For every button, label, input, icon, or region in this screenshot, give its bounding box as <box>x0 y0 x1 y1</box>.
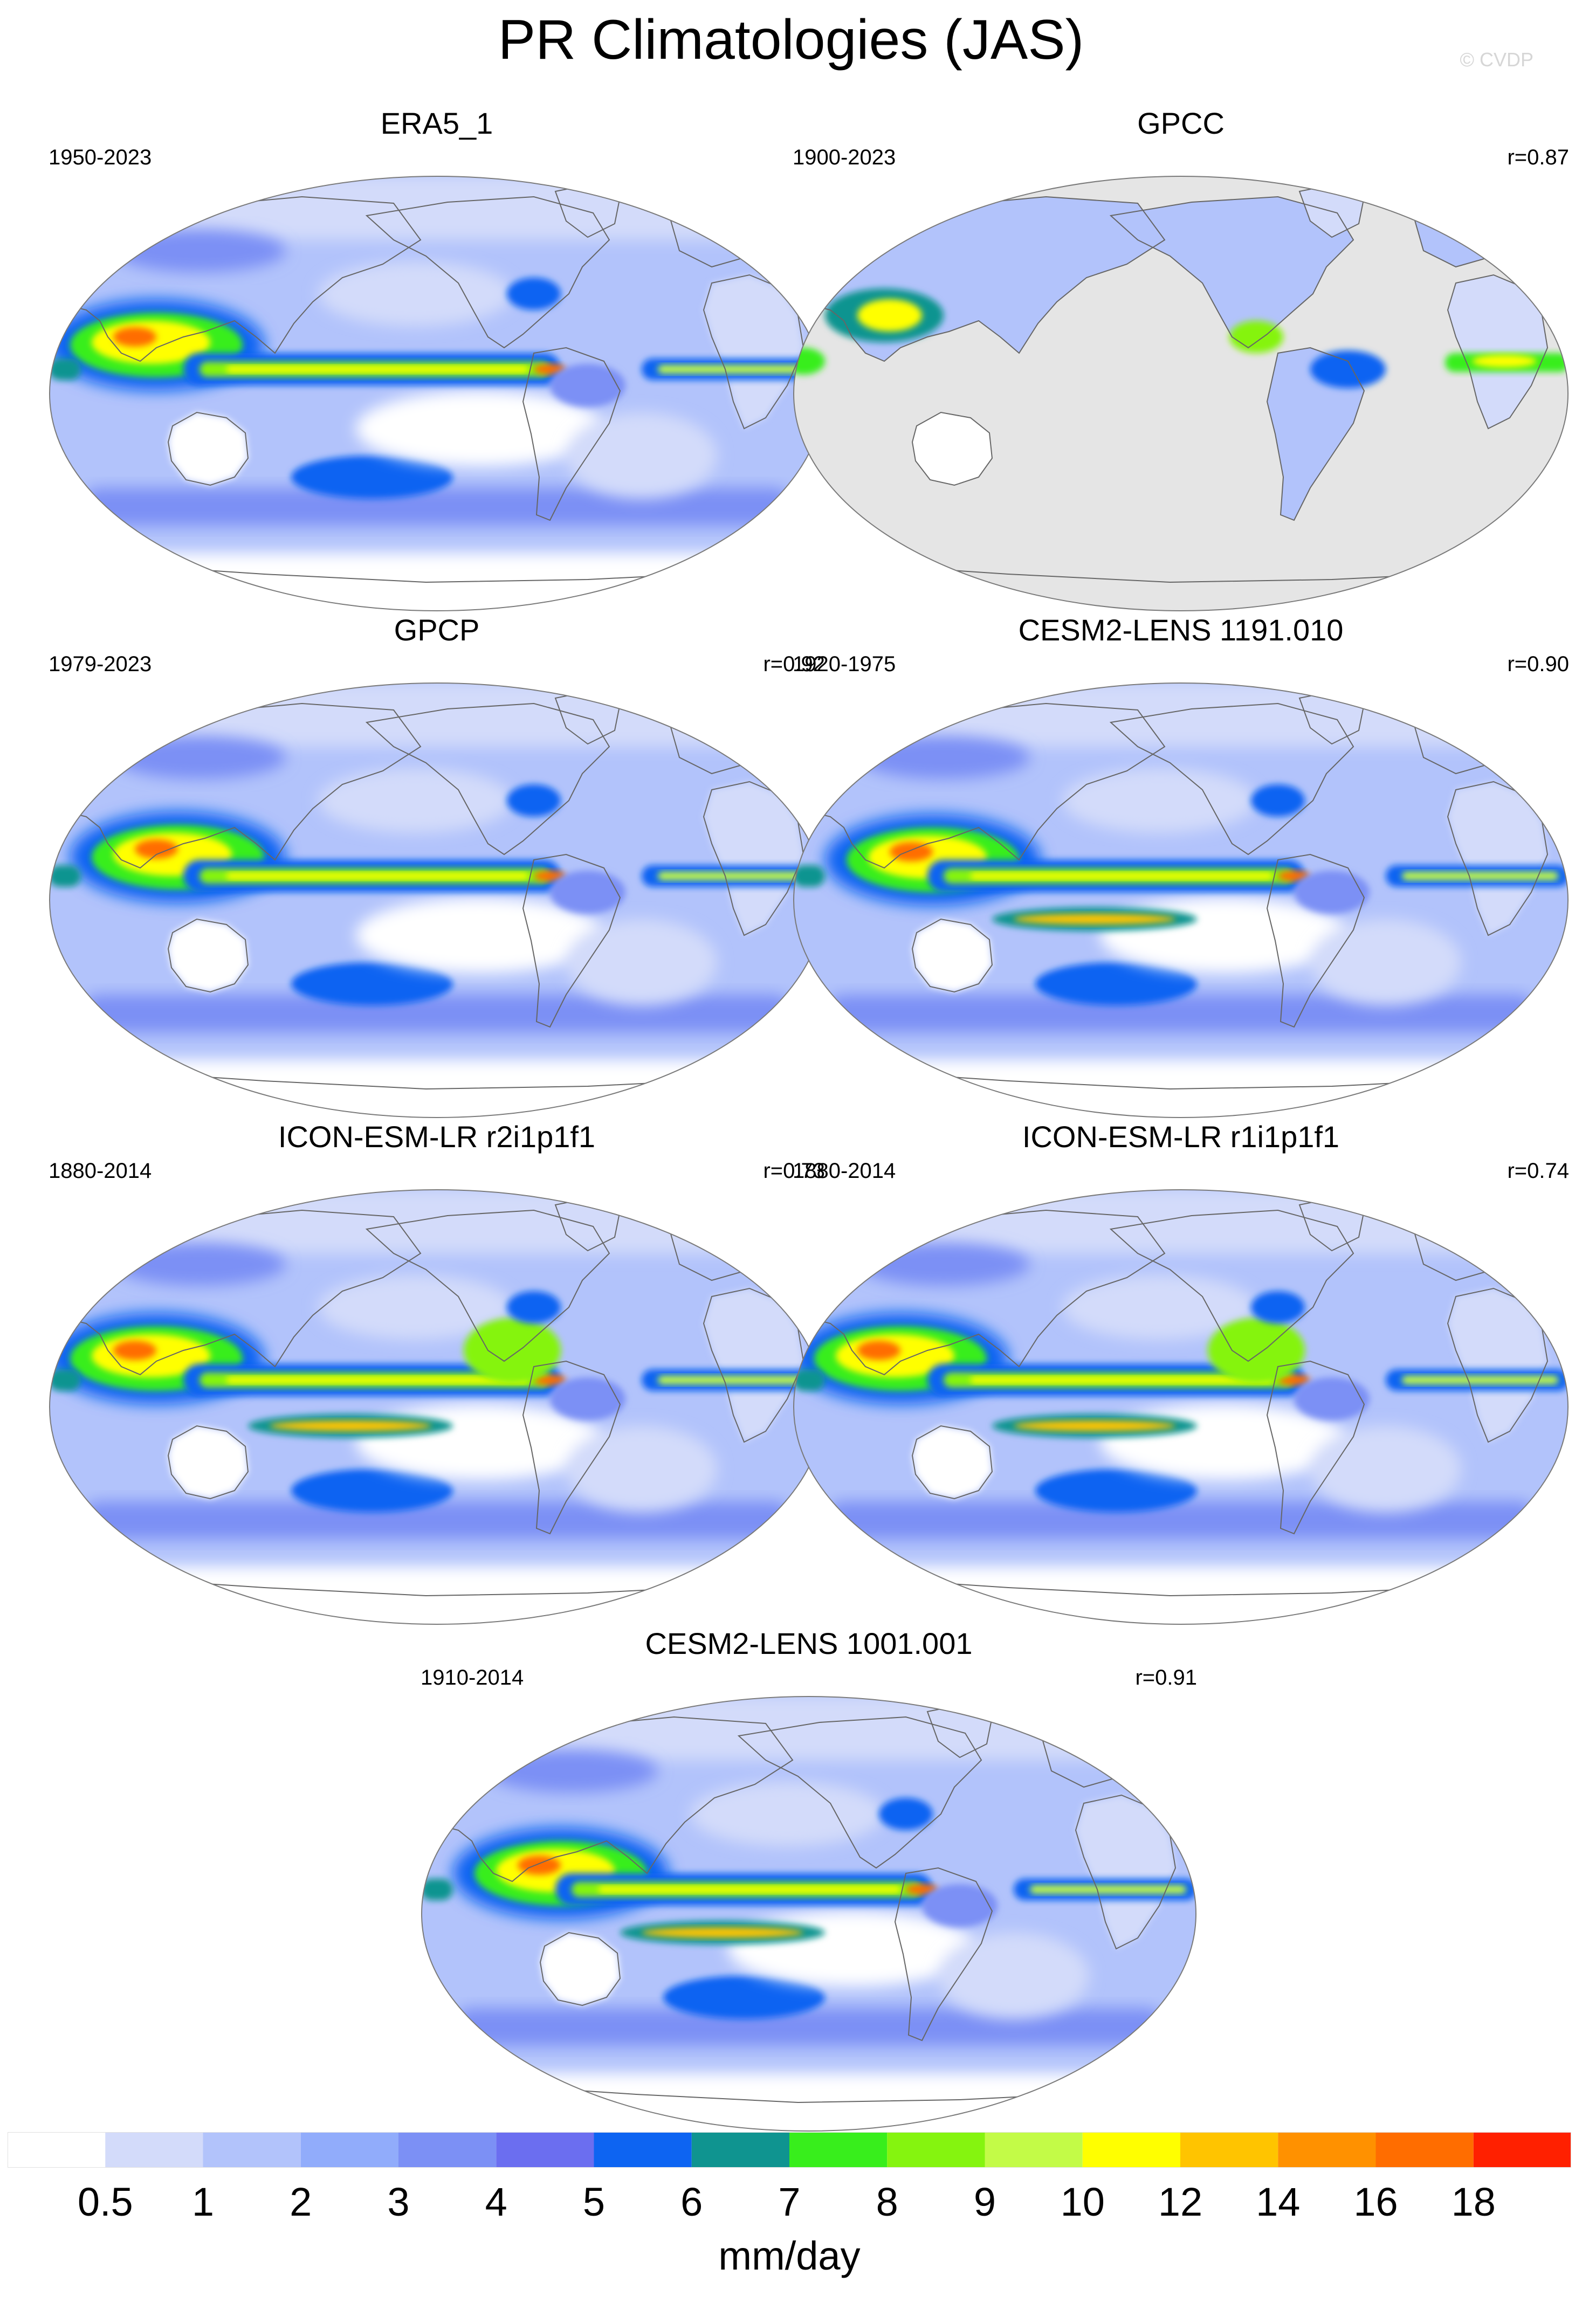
colorbar-tick-label: 18 <box>1452 2180 1496 2224</box>
map-panel-gpcp: GPCP 1979-2023 r=0.92 <box>49 613 825 1121</box>
panel-correlation: r=0.90 <box>1507 652 1569 676</box>
projection-map <box>793 176 1569 611</box>
map-panel-cesm2-1001: CESM2-LENS 1001.001 1910-2014 r=0.91 <box>421 1626 1197 2135</box>
colorbar-tick-label: 4 <box>485 2180 507 2224</box>
colorbar-tick-label: 16 <box>1353 2180 1398 2224</box>
panel-years: 1920-1975 <box>793 652 896 676</box>
colorbar-tick-label: 5 <box>583 2180 605 2224</box>
credit-watermark: © CVDP <box>1460 49 1533 71</box>
panel-title: CESM2-LENS 1001.001 <box>645 1626 973 1660</box>
map-border <box>421 1696 1196 2132</box>
colorbar-swatch <box>1180 2132 1278 2168</box>
colorbar-swatch <box>1375 2132 1474 2168</box>
panel-correlation: r=0.87 <box>1507 146 1569 169</box>
panel-correlation: r=0.73 <box>763 1159 825 1183</box>
colorbar-swatch <box>1473 2132 1571 2168</box>
map-panel-gpcc: GPCC 1900-2023 r=0.87 <box>793 106 1569 615</box>
precip-field <box>50 1190 824 1624</box>
precip-field <box>794 1190 1568 1624</box>
colorbar-swatch <box>789 2132 888 2168</box>
projection-map <box>793 1189 1569 1625</box>
colorbar-units: mm/day <box>718 2233 860 2278</box>
panel-correlation: r=0.74 <box>1507 1159 1569 1183</box>
panel-title: GPCP <box>394 613 480 647</box>
colorbar-tick-label: 14 <box>1256 2180 1300 2224</box>
projection-map <box>49 176 824 611</box>
colorbar-swatch <box>887 2132 985 2168</box>
panel-correlation: r=0.91 <box>1135 1666 1197 1689</box>
map-panel-era5: ERA5_1 1950-2023 <box>49 106 825 615</box>
projection-map <box>793 682 1569 1118</box>
colorbar-swatch <box>105 2132 203 2168</box>
map-panel-icon-r2: ICON-ESM-LR r2i1p1f1 1880-2014 r=0.73 <box>49 1120 825 1628</box>
colorbar-swatch <box>203 2132 301 2168</box>
map-panel-icon-r1: ICON-ESM-LR r1i1p1f1 1880-2014 r=0.74 <box>793 1120 1569 1628</box>
colorbar-tick-label: 6 <box>680 2180 703 2224</box>
projection-map <box>49 1189 824 1625</box>
panel-correlation: r=0.92 <box>763 652 825 676</box>
panel-title: GPCC <box>1137 106 1225 140</box>
panel-years: 1979-2023 <box>49 652 152 676</box>
colorbar-tick-label: 7 <box>778 2180 800 2224</box>
colorbar-tick-label: 0.5 <box>78 2180 133 2224</box>
projection-map <box>421 1696 1196 2132</box>
panel-years: 1880-2014 <box>793 1159 896 1183</box>
map-border <box>793 1189 1569 1625</box>
figure-title: PR Climatologies (JAS) <box>498 9 1084 71</box>
precip-field <box>50 176 824 611</box>
colorbar-swatch <box>1278 2132 1376 2168</box>
panel-title: ERA5_1 <box>380 106 493 140</box>
precip-field <box>50 683 824 1118</box>
colorbar-tick-label: 12 <box>1158 2180 1202 2224</box>
colorbar-tick-label: 2 <box>290 2180 312 2224</box>
panel-years: 1880-2014 <box>49 1159 152 1183</box>
panel-title: CESM2-LENS 1191.010 <box>1018 613 1344 647</box>
colorbar-tick-label: 9 <box>974 2180 996 2224</box>
precip-field <box>794 176 1568 611</box>
colorbar-swatch <box>398 2132 497 2168</box>
map-border <box>793 682 1569 1118</box>
colorbar-swatch <box>594 2132 692 2168</box>
colorbar-frame <box>8 2132 1571 2168</box>
panel-years: 1900-2023 <box>793 146 896 169</box>
colorbar-swatch <box>496 2132 594 2168</box>
map-panel-cesm2-1191: CESM2-LENS 1191.010 1920-1975 r=0.90 <box>793 613 1569 1121</box>
colorbar-tick-label: 1 <box>192 2180 214 2224</box>
precip-field <box>794 683 1568 1118</box>
colorbar-swatch <box>300 2132 398 2168</box>
projection-map <box>49 682 824 1118</box>
colorbar-swatch <box>985 2132 1083 2168</box>
panel-years: 1950-2023 <box>49 146 152 169</box>
colorbar-tick-label: 3 <box>387 2180 409 2224</box>
map-border <box>793 176 1569 611</box>
precip-field <box>422 1697 1196 2131</box>
colorbar-tick-label: 8 <box>876 2180 898 2224</box>
panel-title: ICON-ESM-LR r2i1p1f1 <box>278 1120 596 1154</box>
colorbar-swatch <box>1082 2132 1180 2168</box>
colorbar-tick-label: 10 <box>1061 2180 1105 2224</box>
colorbar-swatch <box>691 2132 789 2168</box>
panel-years: 1910-2014 <box>421 1666 524 1689</box>
panel-title: ICON-ESM-LR r1i1p1f1 <box>1022 1120 1340 1154</box>
colorbar-swatch <box>8 2132 106 2168</box>
